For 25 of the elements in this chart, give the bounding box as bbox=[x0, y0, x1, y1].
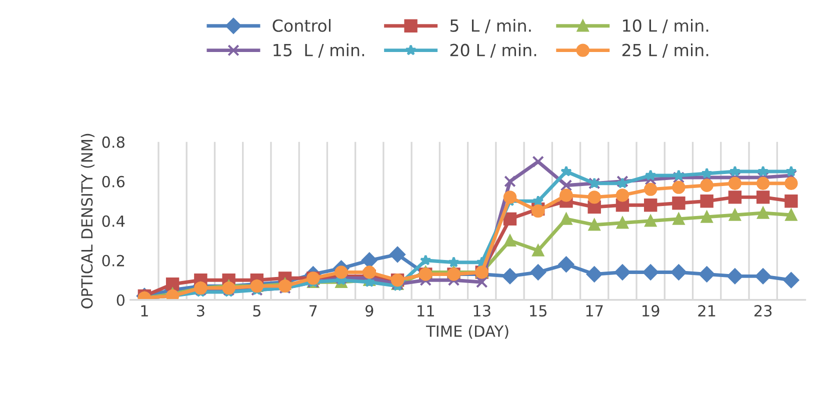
x-tick-label: 15 bbox=[530, 305, 546, 317]
x-tick-label: 9 bbox=[365, 305, 374, 317]
x-tick-label: 11 bbox=[418, 305, 434, 316]
x-tick-label: 23 bbox=[754, 305, 772, 317]
y-tick-label: 0.6 bbox=[102, 176, 125, 188]
x-tick-label: 13 bbox=[474, 305, 490, 317]
x-tick-label: 21 bbox=[698, 305, 716, 316]
legend-label: Control bbox=[272, 19, 330, 32]
y-tick-label: 0.8 bbox=[102, 136, 124, 148]
legend-label: 10 L / min. bbox=[623, 19, 708, 34]
y-tick-label: 0 bbox=[116, 294, 125, 306]
x-tick-label: 17 bbox=[586, 305, 603, 316]
x-tick-label: 5 bbox=[253, 305, 260, 317]
x-tick-label: 3 bbox=[196, 305, 204, 317]
legend-label: 15 L / min. bbox=[274, 43, 364, 58]
legend-label: 5 L / min. bbox=[450, 19, 531, 34]
y-tick-label: 0.2 bbox=[102, 254, 124, 266]
x-axis-title: TIME (DAY) bbox=[426, 325, 508, 339]
y-axis-title: OPTICAL DENSITY (NM) bbox=[80, 134, 95, 308]
y-tick-label: 0.4 bbox=[102, 215, 125, 227]
legend-label: 20 L / min. bbox=[450, 43, 536, 58]
x-tick-label: 7 bbox=[310, 305, 317, 316]
legend-label: 25 L / min. bbox=[622, 43, 708, 58]
x-tick-label: 1 bbox=[141, 305, 148, 316]
x-tick-label: 19 bbox=[642, 305, 660, 317]
